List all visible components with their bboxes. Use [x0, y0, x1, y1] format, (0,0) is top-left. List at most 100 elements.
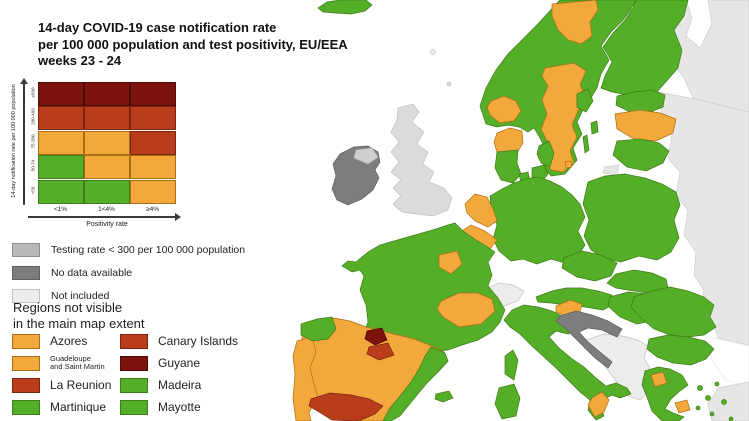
map-region-greek-islands [705, 395, 711, 401]
map-region-slovakia [606, 269, 669, 295]
region-label: Azores [50, 334, 88, 348]
matrix-x-axis-label: Positivity rate [86, 221, 128, 228]
map-region-greek-islands [697, 385, 703, 391]
region-swatch [12, 399, 40, 415]
region-swatch [120, 399, 148, 415]
map-region-denmark-jutland [494, 149, 522, 184]
map-region-germany [489, 176, 586, 265]
region-label: Guyane [158, 356, 201, 370]
map-region-iceland [317, 0, 373, 15]
title-line-2: per 100 000 population and test positivi… [38, 36, 348, 52]
region-item-guyane: Guyane [120, 352, 300, 374]
rnv-heading-line-2: in the main map extent [13, 316, 145, 331]
region-item-azores: Azores [12, 330, 120, 352]
region-label: Guadeloupe and Saint Martin [50, 354, 105, 371]
map-region-shetland [446, 81, 452, 87]
matrix-y-axis-label: 14-day notification rate per 100 000 pop… [11, 84, 17, 198]
nodata-swatch [12, 265, 40, 280]
region-label: Canary Islands [158, 334, 239, 348]
gray-status-legend: Testing rate < 300 per 100 000 populatio… [12, 238, 245, 307]
region-label: Martinique [50, 400, 107, 414]
map-region-galicia [300, 316, 337, 342]
region-item-canary-islands: Canary Islands [120, 330, 300, 352]
regions-not-visible-heading: Regions not visible in the main map exte… [13, 300, 145, 332]
map-region-spain-east [382, 346, 449, 421]
map-region-croatia [555, 310, 623, 369]
x-axis-arrow [28, 216, 176, 218]
matrix-cell-r4-c1 [84, 179, 130, 204]
region-item-martinique: Martinique [12, 396, 120, 418]
region-swatch [120, 377, 148, 393]
testing-swatch [12, 242, 40, 257]
map-region-sweden-north [551, 0, 599, 45]
gray-legend-label: Testing rate < 300 per 100 000 populatio… [51, 243, 246, 256]
x-axis-arrowhead-icon [175, 213, 181, 221]
matrix-cell-r2-c2 [130, 130, 176, 155]
region-item-madeira: Madeira [120, 374, 300, 396]
map-region-greek-islands [695, 405, 701, 411]
matrix-col-label-1: 1<4% [98, 206, 115, 213]
matrix-cell-r0-c2 [130, 82, 176, 106]
matrix-cell-r1-c0 [38, 106, 84, 131]
map-region-bornholm [564, 160, 573, 169]
matrix-cell-r3-c2 [130, 155, 176, 180]
region-swatch [120, 333, 148, 349]
map-region-norway-south [486, 95, 522, 124]
map-region-navarra [364, 327, 388, 346]
map-region-sardinia [494, 383, 521, 420]
matrix-cell-r2-c1 [84, 130, 130, 155]
region-swatch [12, 377, 40, 393]
map-region-oland [582, 134, 590, 154]
map-region-sweden-stockholm [576, 88, 594, 113]
gray-legend-label: Not included [51, 289, 110, 302]
map-region-greece-attica [674, 399, 691, 414]
map-region-northern-ireland [353, 147, 379, 165]
y-axis-arrow [23, 84, 25, 205]
notincluded-swatch [12, 288, 40, 303]
region-swatch [120, 355, 148, 371]
map-title: 14-day COVID-19 case notification rate p… [38, 20, 348, 70]
map-region-lithuania [612, 138, 670, 172]
map-region-greek-islands [728, 416, 734, 421]
map-region-czechia [561, 250, 618, 282]
rnv-heading-line-1: Regions not visible [13, 300, 123, 315]
map-region-greece-wmac [650, 371, 668, 388]
region-item-mayotte: Mayotte [120, 396, 300, 418]
gray-legend-row-nodata: No data available [12, 261, 245, 284]
matrix-cell-r2-c0 [38, 130, 84, 155]
matrix-cell-r4-c2 [130, 179, 176, 204]
matrix-cell-r1-c1 [84, 106, 130, 131]
title-line-3: weeks 23 - 24 [38, 53, 122, 68]
y-axis-arrowhead-icon [20, 78, 28, 84]
region-label: Mayotte [158, 400, 201, 414]
map-region-france-idf [438, 250, 463, 275]
gray-legend-label: No data available [51, 266, 133, 279]
matrix-cell-r1-c2 [130, 106, 176, 131]
matrix-grid [38, 82, 176, 204]
map-region-bulgaria [646, 334, 715, 366]
matrix-cell-r3-c0 [38, 155, 84, 180]
map-region-sweden-west-coast [536, 140, 555, 168]
region-item-la-reunion: La Reunion [12, 374, 120, 396]
region-label: La Reunion [50, 378, 112, 392]
map-region-calabria [587, 391, 610, 418]
regions-not-visible-list: Azores Canary Islands Guadeloupe and Saint … [12, 330, 300, 418]
matrix-col-label-2: ≥4% [146, 206, 159, 213]
map-region-gotland [590, 120, 599, 135]
matrix-cell-r3-c1 [84, 155, 130, 180]
matrix-col-label-0: <1% [53, 206, 68, 213]
region-swatch [12, 355, 40, 371]
region-swatch [12, 333, 40, 349]
title-line-1: 14-day COVID-19 case notification rate [38, 20, 277, 35]
matrix-cell-r4-c0 [38, 179, 84, 204]
map-region-balearics [434, 390, 454, 403]
map-region-andalusia [308, 392, 384, 421]
map-region-corsica [504, 349, 519, 381]
map-region-turkey [707, 381, 749, 421]
map-region-uk [390, 103, 453, 217]
matrix-cell-r0-c0 [38, 82, 84, 106]
map-region-romania [630, 286, 717, 338]
